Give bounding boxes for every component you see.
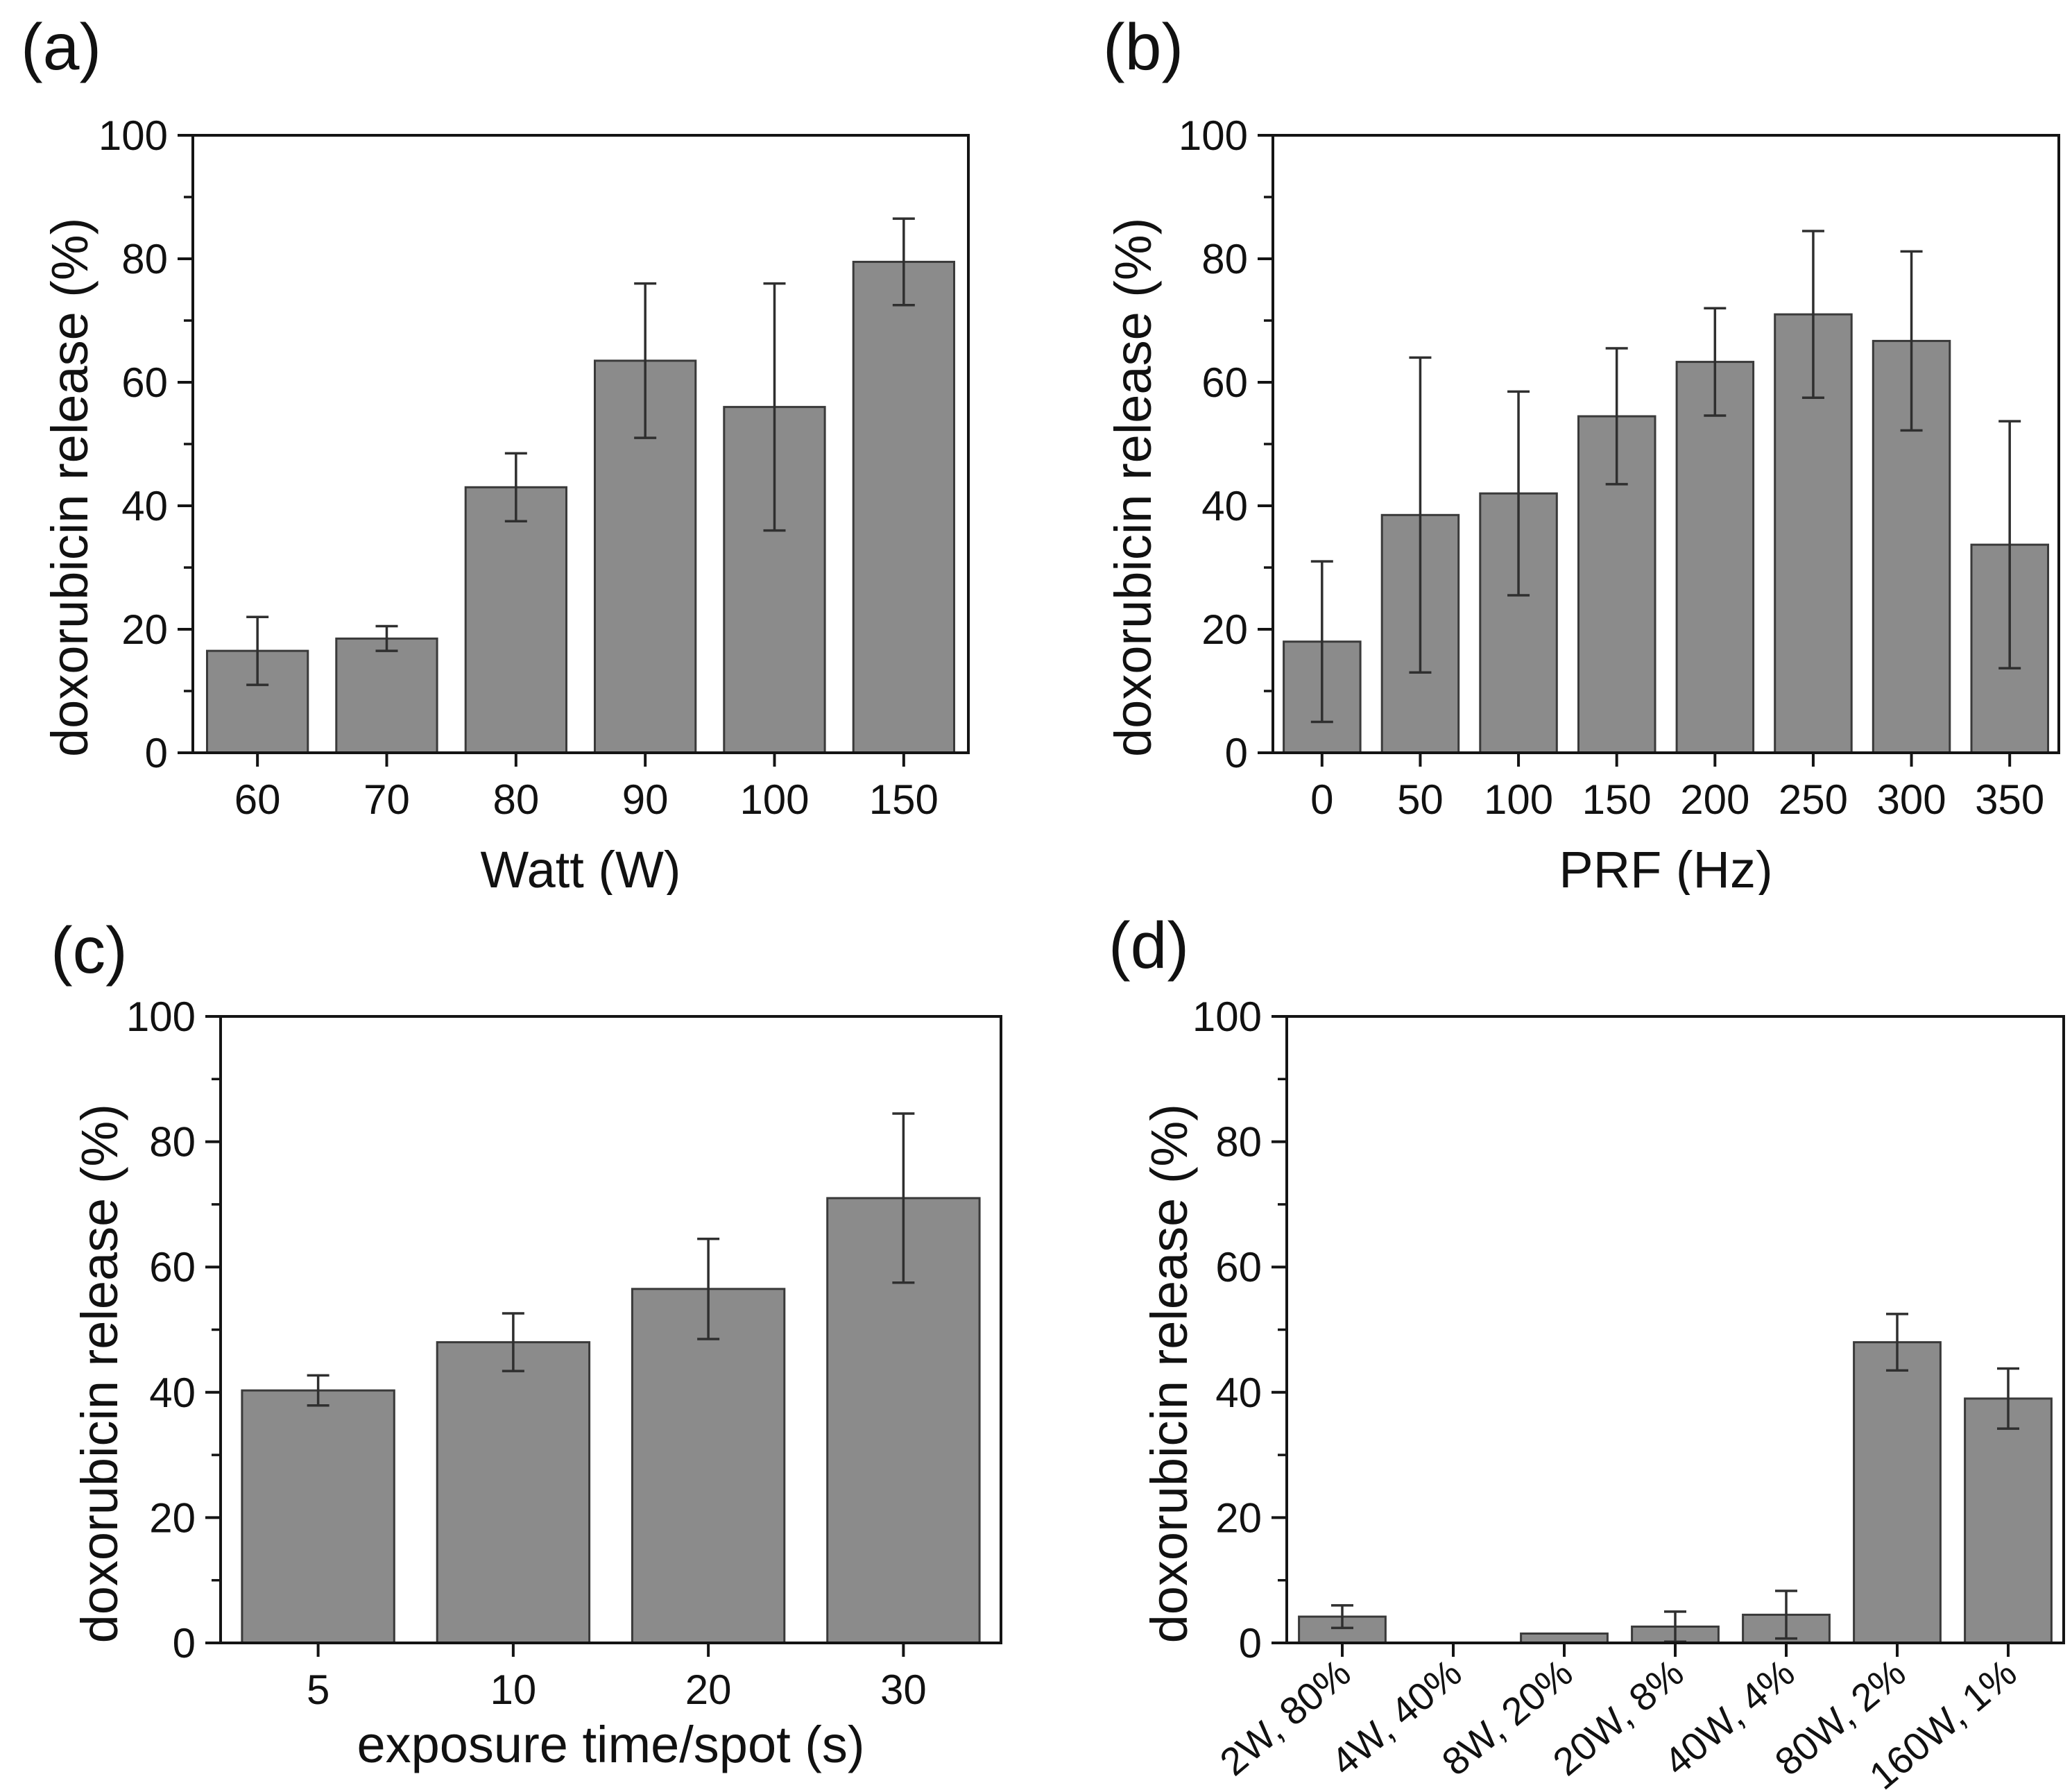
x-tick-label: 20 — [685, 1667, 732, 1713]
y-axis-title: doxorubicin release (%) — [71, 1104, 128, 1643]
x-tick-label: 250 — [1779, 776, 1848, 823]
y-tick-label: 100 — [1179, 112, 1248, 159]
y-tick-label: 40 — [149, 1370, 196, 1416]
y-tick-label: 80 — [149, 1119, 196, 1166]
error-bar — [1331, 1604, 1353, 1630]
error-bar — [1886, 1313, 1908, 1372]
error-bar — [307, 1374, 329, 1407]
error-bar — [1310, 560, 1333, 724]
panel-label: (c) — [51, 914, 128, 987]
error-bar — [892, 1112, 915, 1284]
x-tick-label: 300 — [1877, 776, 1946, 823]
y-tick-label: 40 — [1201, 483, 1248, 529]
panel-b: 0 20 40 60 80 100 0 50 100 150 200 250 300 350 doxorub… — [1036, 0, 2072, 895]
x-tick-label: 5 — [307, 1667, 329, 1713]
bar — [436, 1341, 591, 1644]
error-bar — [892, 217, 915, 307]
bar — [1853, 1341, 1942, 1644]
x-axis-title: exposure time/spot (s) — [357, 1716, 864, 1773]
y-tick-label: 100 — [99, 112, 168, 159]
error-bar — [375, 624, 398, 652]
panel-b-chart: 0 20 40 60 80 100 0 50 100 150 200 250 300 350 doxorub… — [1103, 10, 2060, 895]
error-bar — [504, 452, 527, 522]
y-tick-label: 80 — [1215, 1119, 1262, 1166]
error-bar — [1998, 420, 2021, 670]
bar — [241, 1389, 395, 1644]
panel-c: 0 20 40 60 80 100 5 10 20 30 doxorubicin release (… — [0, 895, 1036, 1790]
panel-label: (d) — [1108, 909, 1189, 982]
error-bar — [1997, 1367, 2019, 1430]
plot-frame — [1285, 1015, 2065, 1644]
y-tick-label: 100 — [126, 994, 196, 1040]
y-tick-label: 60 — [149, 1244, 196, 1290]
x-tick-label: 0 — [1310, 776, 1333, 823]
y-tick-label: 80 — [121, 236, 168, 282]
y-tick-label: 20 — [121, 606, 168, 653]
error-bar — [763, 282, 786, 532]
y-tick-label: 0 — [1225, 730, 1248, 776]
x-tick-label: 90 — [622, 776, 669, 823]
x-axis-title: PRF (Hz) — [1559, 841, 1772, 895]
x-tick-label: 80 — [493, 776, 539, 823]
x-tick-label: 200 — [1680, 776, 1749, 823]
y-tick-label: 20 — [149, 1494, 196, 1541]
y-tick-label: 40 — [1215, 1370, 1262, 1416]
error-bar — [1704, 307, 1727, 417]
x-tick-label: 350 — [1975, 776, 2044, 823]
y-tick-label: 60 — [1215, 1244, 1262, 1290]
x-tick-label: 100 — [739, 776, 809, 823]
y-tick-label: 0 — [145, 730, 168, 776]
y-axis-title: doxorubicin release (%) — [1140, 1104, 1198, 1643]
y-tick-label: 0 — [173, 1620, 196, 1667]
y-tick-label: 100 — [1192, 994, 1262, 1040]
error-bar — [697, 1237, 720, 1340]
y-tick-label: 0 — [1239, 1620, 1262, 1667]
panel-a-chart: 0 20 40 60 80 100 60 70 80 90 100 150 doxorubicin re… — [21, 10, 970, 895]
plot-frame — [191, 134, 970, 754]
error-bar — [246, 615, 269, 686]
y-tick-label: 20 — [1215, 1494, 1262, 1541]
x-tick-label: 50 — [1397, 776, 1444, 823]
x-tick-label: 70 — [363, 776, 410, 823]
x-axis-title: Watt (W) — [480, 841, 680, 895]
panel-a: 0 20 40 60 80 100 60 70 80 90 100 150 doxorubicin re… — [0, 0, 1036, 895]
bar — [1520, 1633, 1609, 1644]
y-axis-title: doxorubicin release (%) — [41, 218, 99, 757]
x-tick-label: 100 — [1484, 776, 1553, 823]
bar — [464, 486, 568, 754]
y-tick-label: 60 — [1201, 359, 1248, 406]
error-bar — [502, 1312, 524, 1372]
x-tick-label: 150 — [869, 776, 939, 823]
x-tick-label: 30 — [880, 1667, 927, 1713]
bar — [1964, 1397, 2053, 1644]
x-tick-label: 150 — [1582, 776, 1652, 823]
x-tick-label: 60 — [234, 776, 281, 823]
error-bar — [1409, 356, 1432, 674]
error-bar — [1801, 230, 1824, 399]
error-bar — [1900, 250, 1923, 432]
y-axis-title: doxorubicin release (%) — [1104, 218, 1162, 757]
error-bar — [1507, 390, 1530, 597]
panel-label: (b) — [1103, 10, 1183, 84]
error-bar — [1605, 347, 1628, 486]
panel-c-chart: 0 20 40 60 80 100 5 10 20 30 doxorubicin release (… — [51, 914, 1002, 1773]
panel-label: (a) — [21, 10, 101, 84]
bar — [1675, 361, 1755, 754]
error-bar — [634, 282, 657, 439]
y-tick-label: 60 — [121, 359, 168, 406]
bar — [631, 1288, 786, 1644]
x-tick-label: 10 — [490, 1667, 537, 1713]
bar — [852, 260, 955, 754]
y-tick-label: 40 — [121, 483, 168, 529]
panel-d: 0 20 40 60 80 100 2W, 80% 4W, 40% 8W, 20% 20W, 8%… — [1036, 895, 2072, 1790]
y-tick-label: 80 — [1201, 236, 1248, 282]
y-tick-label: 20 — [1201, 606, 1248, 653]
bar — [335, 637, 438, 754]
error-bar — [1775, 1589, 1797, 1640]
